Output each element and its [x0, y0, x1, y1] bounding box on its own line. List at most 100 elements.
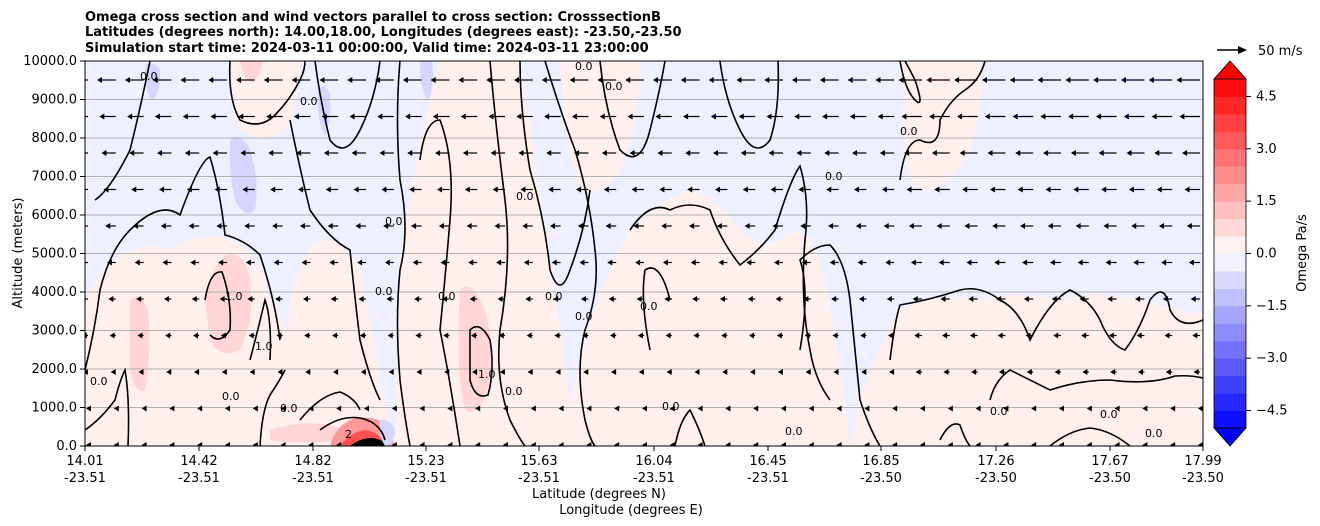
- wind-vector-head: [792, 77, 798, 83]
- x-tick-label-lat: 16.45: [749, 454, 786, 469]
- wind-vector-head: [642, 405, 647, 412]
- wind-vector-head: [805, 369, 811, 375]
- wind-vector-head: [301, 259, 307, 266]
- wind-vector-head: [808, 405, 814, 412]
- wind-vector-head: [683, 113, 689, 120]
- x-tick-label-lat: 17.26: [977, 454, 1014, 469]
- wind-vector-head: [655, 113, 661, 120]
- x-tick-label-lon: -23.50: [975, 471, 1017, 486]
- positive-omega-region: [850, 295, 1203, 446]
- wind-vector-head: [997, 332, 1003, 339]
- wind-vector-head: [1182, 150, 1188, 156]
- wind-vector-head: [499, 369, 505, 375]
- contour-line: [519, 61, 591, 286]
- contour-line: [629, 164, 831, 401]
- colorbar-tick-label: −3.0: [1256, 351, 1288, 366]
- wind-vector-head: [79, 260, 84, 266]
- wind-vector-head: [601, 150, 607, 156]
- wind-vector-head: [685, 150, 691, 156]
- wind-vector-head: [360, 369, 366, 375]
- wind-vector-head: [419, 442, 425, 446]
- wind-vector-head: [248, 332, 254, 339]
- wind-vector-head: [384, 259, 390, 266]
- wind-vector-head: [586, 442, 592, 446]
- wind-vector-head: [1151, 113, 1157, 120]
- wind-vector-head: [270, 186, 276, 193]
- positive-omega-region: [240, 61, 262, 82]
- wind-vector-head: [610, 332, 616, 339]
- wind-vector-head: [268, 150, 274, 156]
- wind-vector-head: [929, 113, 935, 120]
- wind-vector-head: [912, 296, 918, 302]
- wind-vector-head: [163, 296, 169, 302]
- wind-vector-head: [901, 113, 907, 120]
- wind-vector-head: [221, 369, 227, 375]
- wind-vector-head: [942, 332, 948, 339]
- wind-vector-head: [1059, 442, 1064, 446]
- wind-vector-head: [987, 150, 993, 156]
- wind-vector-head: [1003, 405, 1009, 412]
- wind-vector-head: [240, 150, 246, 156]
- contour-label: 1.0: [478, 368, 496, 381]
- wind-vector-head: [747, 296, 753, 302]
- wind-vector-head: [1045, 186, 1051, 193]
- wind-vector-head: [574, 150, 580, 156]
- wind-vector-head: [1108, 332, 1114, 339]
- wind-vector-head: [225, 442, 230, 446]
- contour-label: 0.0: [385, 215, 403, 228]
- wind-vector-head: [1188, 259, 1194, 266]
- x-tick-label-lon: -23.50: [1089, 471, 1131, 486]
- contour-label: 0.0: [505, 385, 523, 398]
- wind-vector-head: [721, 332, 727, 339]
- wind-vector-head: [697, 442, 703, 446]
- contour-line: [419, 119, 461, 446]
- wind-vector-head: [415, 332, 421, 339]
- x-tick-label-lat: 15.63: [520, 454, 557, 469]
- wind-vector-head: [520, 186, 526, 193]
- wind-vector-head: [966, 259, 972, 266]
- wind-vector-head: [1133, 259, 1139, 266]
- positive-omega-region: [458, 286, 492, 412]
- contour-label: 0.0: [300, 95, 318, 108]
- wind-vector-head: [558, 405, 564, 412]
- wind-vector-head: [152, 77, 158, 83]
- wind-vector-head: [216, 223, 222, 229]
- wind-vector-head: [959, 150, 965, 156]
- x-tick-label-lon: -23.50: [860, 471, 902, 486]
- wind-vector-head: [631, 186, 637, 193]
- colorbar-tick-label: 3.0: [1256, 142, 1277, 157]
- positive-omega-region: [130, 296, 150, 391]
- wind-vector-head: [892, 442, 898, 446]
- wind-vector-head: [776, 332, 782, 339]
- contour-line: [939, 423, 971, 446]
- wind-vector-head: [889, 369, 895, 375]
- wind-vector-head: [359, 332, 365, 339]
- wind-vector-head: [636, 296, 642, 302]
- wind-vector-head: [693, 332, 699, 339]
- wind-vector-head: [494, 223, 500, 229]
- wind-vector-head: [129, 150, 135, 156]
- wind-vector-head: [1093, 77, 1099, 83]
- title-line-1: Omega cross section and wind vectors par…: [85, 10, 661, 25]
- wind-vector-head: [764, 77, 770, 83]
- wind-vector-head: [194, 369, 200, 375]
- wind-vector-head: [1012, 113, 1018, 120]
- contour-label: 0.0: [662, 400, 680, 413]
- wind-vector-head: [166, 369, 172, 375]
- wind-vector-head: [828, 223, 834, 229]
- wind-vector-head: [191, 296, 197, 302]
- wind-vector-head: [412, 259, 418, 266]
- wind-vector-head: [669, 442, 675, 446]
- contour-line: [85, 156, 281, 371]
- contour-line: [489, 61, 526, 446]
- wind-vector-head: [803, 296, 809, 302]
- colorbar-block: [1214, 253, 1246, 272]
- wind-vector-head: [920, 442, 925, 446]
- wind-vector-head: [407, 150, 413, 156]
- y-tick-label: 10000.0: [23, 54, 77, 69]
- wind-vector-head: [518, 150, 524, 156]
- wind-vector-head: [516, 113, 522, 120]
- wind-vector-head: [197, 442, 203, 446]
- wind-vector-head: [908, 223, 914, 229]
- wind-vector-head: [214, 186, 220, 193]
